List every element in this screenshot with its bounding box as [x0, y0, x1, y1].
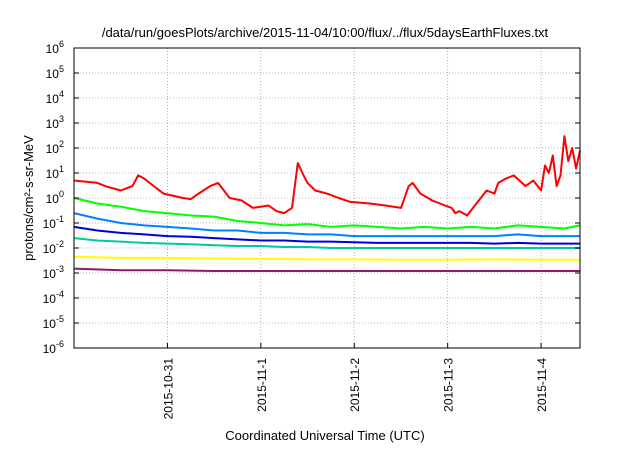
y-axis-label: protons/cm²-s-sr-MeV: [21, 135, 36, 261]
y-tick-label: 102: [46, 139, 64, 156]
y-tick-label: 101: [46, 164, 64, 181]
series-line-2: [73, 197, 581, 230]
series-line-6: [73, 255, 580, 261]
y-tick-label: 10-1: [43, 214, 64, 231]
y-tick-label: 103: [46, 114, 64, 131]
y-tick-label: 106: [46, 39, 64, 56]
y-tick-label: 10-6: [43, 339, 64, 356]
y-tick-label: 10-3: [43, 264, 64, 281]
axes: 10-6 10-5 10-4 10-3 10-2 10-1 100 101 102 103 104 1…: [43, 39, 581, 420]
y-tick-label: 10-4: [43, 289, 64, 306]
y-tick-label: 105: [46, 64, 64, 81]
y-tick-label: 100: [46, 189, 64, 206]
x-axis-label: Coordinated Universal Time (UTC): [225, 428, 424, 443]
series-line-1: [73, 135, 581, 217]
x-tick-label: 2015-11-4: [535, 358, 549, 412]
y-tick-label: 104: [46, 89, 64, 106]
x-tick-label: 2015-11-1: [255, 358, 269, 412]
x-tick-label: 2015-11-3: [442, 358, 456, 412]
y-tick-label: 10-5: [43, 314, 64, 331]
y-tick-label: 10-2: [43, 239, 64, 256]
series-line-5: [73, 237, 580, 249]
chart-title: /data/run/goesPlots/archive/2015-11-04/1…: [102, 25, 549, 40]
x-tick-label: 2015-10-31: [161, 358, 175, 420]
x-tick-label: 2015-11-2: [348, 358, 362, 412]
series-group: [73, 135, 581, 272]
series-line-4: [73, 225, 580, 245]
plot-frame: [73, 47, 581, 349]
grid: [74, 48, 580, 348]
series-line-3: [73, 212, 580, 238]
series-line-7: [73, 267, 580, 272]
